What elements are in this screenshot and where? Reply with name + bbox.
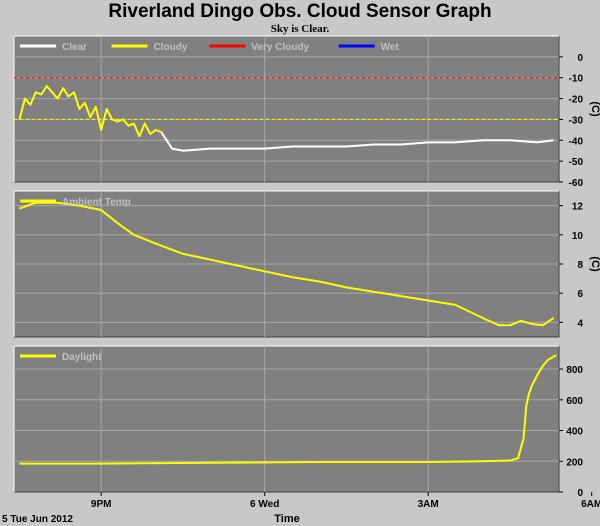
legend-label-daylight: Daylight <box>62 352 102 363</box>
chart-title: Riverland Dingo Obs. Cloud Sensor Graph <box>108 1 492 22</box>
y-tick-label: 8 <box>577 260 583 271</box>
x-tick-label: 6 Wed <box>250 499 279 510</box>
plot-area <box>13 35 560 183</box>
x-date-label: 5 Tue Jun 2012 <box>2 514 73 525</box>
y-axis-label: (C) <box>589 101 600 117</box>
y-tick-label: 10 <box>572 231 584 242</box>
y-tick-label: -10 <box>569 74 584 85</box>
y-tick-label: -40 <box>569 136 584 147</box>
legend-label-clear: Clear <box>62 42 87 53</box>
daylight-panel: 0 200 400 600 800 Daylight <box>13 345 583 499</box>
x-axis: 9PM 6 Wed 3AM 6AM 5 Tue Jun 2012 Time <box>2 492 600 525</box>
y-tick-label: 200 <box>566 457 583 468</box>
x-tick-label: 9PM <box>91 499 112 510</box>
chart-subtitle: Sky is Clear. <box>270 23 330 35</box>
y-tick-label: -50 <box>569 157 584 168</box>
y-tick-label: 0 <box>577 488 583 499</box>
x-tick-label: 3AM <box>418 499 439 510</box>
y-tick-label: -30 <box>569 115 584 126</box>
series-daylight <box>19 354 557 465</box>
legend-label-wet: Wet <box>381 42 400 53</box>
plot-area <box>13 345 560 493</box>
legend-label-very-cloudy: Very Cloudy <box>251 42 309 53</box>
y-tick-label: 800 <box>566 365 583 376</box>
y-tick-label: 6 <box>577 289 583 300</box>
y-tick-label: 400 <box>566 427 583 438</box>
legend-label-cloudy: Cloudy <box>154 42 188 53</box>
y-axis-label: (C) <box>589 256 600 272</box>
y-tick-label: -60 <box>569 178 584 189</box>
sky-temp-panel: -60 -50 -40 -30 -20 -10 0 Clear Cloudy Very Cloud… <box>13 35 600 189</box>
y-tick-label: 4 <box>577 318 583 329</box>
y-tick-label: 600 <box>566 396 583 407</box>
series-ambient-temp <box>19 201 555 327</box>
x-tick-label: 6AM <box>581 499 600 510</box>
series-cloudy <box>18 85 162 138</box>
series-clear <box>160 131 554 152</box>
legend-label-ambient-temp: Ambient Temp <box>62 197 131 208</box>
y-tick-label: 0 <box>577 53 583 64</box>
y-tick-label: -20 <box>569 95 584 106</box>
y-tick-label: 12 <box>572 202 584 213</box>
ambient-temp-panel: 4 6 8 10 12 Ambient Temp (C) <box>13 190 600 338</box>
x-axis-label: Time <box>274 513 299 525</box>
